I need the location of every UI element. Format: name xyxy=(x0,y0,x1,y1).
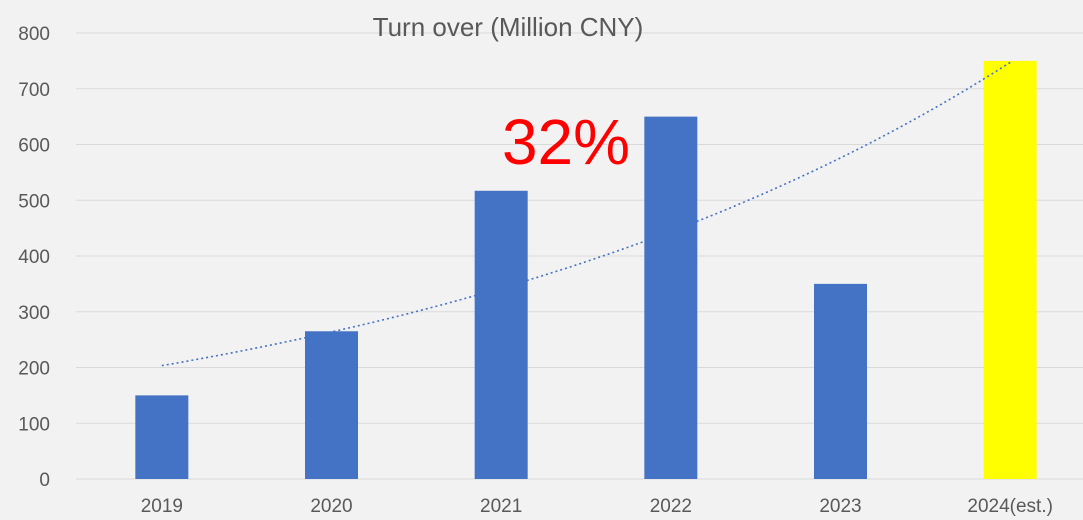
y-tick-label: 200 xyxy=(18,359,50,380)
x-axis: 2019 2020 2021 2022 2023 2024(est.) xyxy=(141,496,1053,517)
y-tick-label: 0 xyxy=(39,470,50,491)
y-tick-label: 700 xyxy=(18,80,50,101)
bars xyxy=(135,60,1037,479)
y-tick-label: 800 xyxy=(18,24,50,45)
bar-2022 xyxy=(644,116,698,479)
bar-2023 xyxy=(814,283,867,479)
bar-2024(est.) xyxy=(983,60,1037,479)
y-tick-label: 600 xyxy=(18,136,50,157)
y-tick-label: 500 xyxy=(18,191,50,212)
x-tick-label: 2019 xyxy=(141,496,183,517)
y-tick-label: 400 xyxy=(18,247,50,268)
bar-2021 xyxy=(474,190,528,479)
gridlines xyxy=(76,32,1083,480)
y-tick-label: 300 xyxy=(18,303,50,324)
y-axis: 0 100 200 300 400 500 600 700 800 xyxy=(18,24,50,491)
growth-annotation: 32% xyxy=(502,106,630,178)
x-tick-label: 2024(est.) xyxy=(967,496,1053,517)
bar-2020 xyxy=(305,331,358,479)
chart-title: Turn over (Million CNY) xyxy=(373,12,644,42)
x-tick-label: 2023 xyxy=(819,496,861,517)
x-tick-label: 2022 xyxy=(650,496,692,517)
x-tick-label: 2021 xyxy=(480,496,522,517)
bar-2019 xyxy=(135,395,189,479)
x-tick-label: 2020 xyxy=(310,496,352,517)
y-tick-label: 100 xyxy=(18,414,50,435)
